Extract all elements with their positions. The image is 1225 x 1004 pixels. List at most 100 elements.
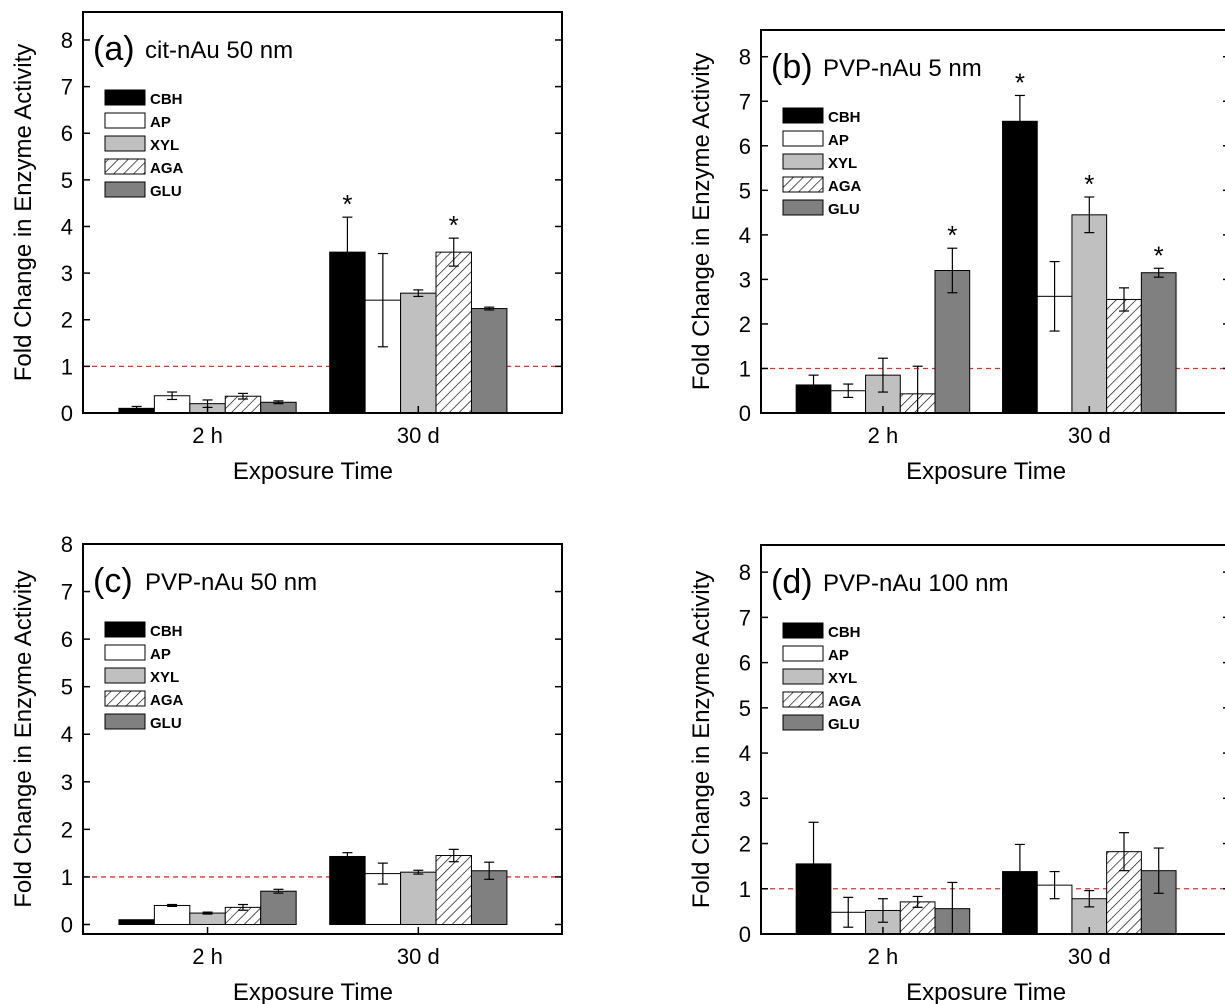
bar-glu-30d <box>1140 272 1177 414</box>
legend-swatch-aga <box>104 690 146 707</box>
legend-label-cbh: CBH <box>150 91 183 108</box>
bar-aga-30d <box>1106 298 1142 414</box>
significance-star: * <box>342 189 352 219</box>
y-tick-label: 1 <box>739 356 751 381</box>
legend-swatch-glu <box>782 714 824 731</box>
legend-label-glu: GLU <box>828 716 860 733</box>
y-tick-label: 5 <box>739 178 751 203</box>
panel-label: (b) <box>771 48 813 86</box>
legend-swatch-ap <box>782 130 824 147</box>
y-tick-label: 8 <box>61 28 73 53</box>
y-tick-label: 0 <box>61 401 73 426</box>
panel-title: PVP-nAu 5 nm <box>823 55 982 82</box>
bar-xyl-30d <box>400 292 437 414</box>
y-tick-label: 8 <box>739 45 751 70</box>
legend-swatch-ap <box>104 644 146 661</box>
y-tick-label: 7 <box>739 605 751 630</box>
bar-xyl-30d <box>1071 214 1108 414</box>
y-axis-title: Fold Change in Enzyme Activity <box>688 53 715 391</box>
y-tick-label: 3 <box>739 786 751 811</box>
significance-star: * <box>1154 240 1164 270</box>
legend-swatch-cbh <box>104 89 146 106</box>
x-tick-label: 30 d <box>1068 944 1111 969</box>
y-tick-label: 3 <box>61 261 73 286</box>
y-tick-label: 4 <box>61 214 73 239</box>
bar-glu-2h <box>260 890 297 925</box>
axes-frame <box>82 11 563 414</box>
significance-star: * <box>947 220 957 250</box>
legend-label-ap: AP <box>828 647 849 664</box>
y-tick-label: 8 <box>61 532 73 557</box>
legend-swatch-cbh <box>104 621 146 638</box>
legend-swatch-aga <box>104 158 146 175</box>
bar-cbh-2h <box>118 919 155 925</box>
y-tick-label: 1 <box>739 877 751 902</box>
legend-label-aga: AGA <box>150 160 184 177</box>
y-tick-label: 3 <box>61 770 73 795</box>
bar-glu-30d <box>470 308 508 414</box>
y-tick-label: 4 <box>739 741 751 766</box>
y-tick-label: 7 <box>61 580 73 605</box>
legend-label-glu: GLU <box>828 201 860 218</box>
legend-label-xyl: XYL <box>828 670 857 687</box>
y-tick-label: 1 <box>61 865 73 890</box>
significance-star: * <box>449 210 459 240</box>
y-axis-title: Fold Change in Enzyme Activity <box>688 571 715 909</box>
x-tick-label: 30 d <box>397 423 440 448</box>
legend-swatch-aga <box>782 691 824 708</box>
x-axis-title: Exposure Time <box>906 458 1066 485</box>
panel-label: (a) <box>93 30 135 68</box>
legend-label-aga: AGA <box>150 692 184 709</box>
y-tick-label: 2 <box>739 832 751 857</box>
x-tick-label: 2 h <box>868 423 899 448</box>
y-tick-label: 8 <box>739 560 751 585</box>
legend-swatch-xyl <box>782 668 824 685</box>
panel-label: (d) <box>771 563 813 601</box>
legend-swatch-glu <box>104 181 146 198</box>
y-tick-label: 3 <box>739 267 751 292</box>
y-tick-label: 5 <box>61 675 73 700</box>
bar-xyl-2h <box>189 912 226 925</box>
legend-label-cbh: CBH <box>828 109 861 126</box>
x-axis-title: Exposure Time <box>233 458 393 485</box>
y-tick-label: 6 <box>739 651 751 676</box>
y-tick-label: 2 <box>61 817 73 842</box>
y-tick-label: 4 <box>61 722 73 747</box>
y-tick-label: 0 <box>739 922 751 947</box>
legend-swatch-aga <box>782 176 824 193</box>
y-tick-label: 0 <box>739 401 751 426</box>
y-tick-label: 2 <box>61 308 73 333</box>
legend-swatch-cbh <box>782 107 824 124</box>
y-axis-title: Fold Change in Enzyme Activity <box>10 44 37 382</box>
y-tick-label: 5 <box>61 168 73 193</box>
legend-swatch-cbh <box>782 622 824 639</box>
legend-swatch-xyl <box>104 667 146 684</box>
y-tick-label: 7 <box>739 89 751 114</box>
legend-label-glu: GLU <box>150 183 182 200</box>
y-tick-label: 1 <box>61 354 73 379</box>
legend-label-xyl: XYL <box>828 155 857 172</box>
significance-star: * <box>1015 67 1025 97</box>
y-tick-label: 2 <box>739 312 751 337</box>
bar-cbh-30d <box>329 855 366 925</box>
y-tick-label: 6 <box>61 121 73 146</box>
y-tick-label: 0 <box>61 912 73 937</box>
panel-title: cit-nAu 50 nm <box>145 37 293 64</box>
bar-xyl-30d <box>400 871 437 925</box>
y-axis-title: Fold Change in Enzyme Activity <box>10 570 37 908</box>
x-tick-label: 30 d <box>397 944 440 969</box>
legend-label-cbh: CBH <box>828 624 861 641</box>
legend-label-xyl: XYL <box>150 669 179 686</box>
legend-label-aga: AGA <box>828 178 862 195</box>
bar-aga-30d <box>435 251 472 414</box>
legend-label-ap: AP <box>150 646 171 663</box>
x-axis-title: Exposure Time <box>233 979 393 1004</box>
x-tick-label: 30 d <box>1068 423 1111 448</box>
legend-label-ap: AP <box>828 132 849 149</box>
legend-label-aga: AGA <box>828 693 862 710</box>
